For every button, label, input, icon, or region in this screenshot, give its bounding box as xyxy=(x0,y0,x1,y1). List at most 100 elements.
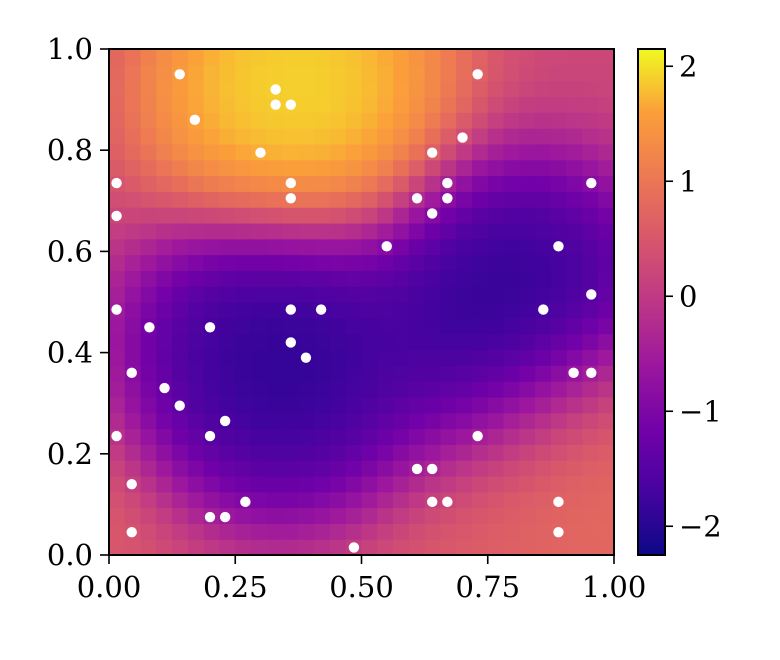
colorbar-frame xyxy=(637,48,666,556)
heatmap-cell xyxy=(235,222,252,240)
heatmap-cell xyxy=(345,112,363,129)
heatmap-cell xyxy=(440,64,457,82)
heatmap-cell xyxy=(471,539,489,555)
heatmap-cell xyxy=(471,80,489,98)
heatmap-cell xyxy=(582,539,599,555)
heatmap-cell xyxy=(156,460,173,477)
heatmap-cell xyxy=(329,254,347,271)
heatmap-cell xyxy=(424,539,442,555)
heatmap-cell xyxy=(329,365,347,382)
heatmap-cell xyxy=(566,207,584,224)
heatmap-cell xyxy=(598,412,614,430)
heatmap-cell xyxy=(235,475,252,493)
heatmap-cell xyxy=(266,238,284,256)
heatmap-cell xyxy=(172,365,189,382)
heatmap-cell xyxy=(219,523,236,540)
heatmap-cell xyxy=(424,222,442,240)
heatmap-cell xyxy=(219,80,236,98)
scatter-point xyxy=(348,542,360,553)
heatmap-cell xyxy=(393,412,410,430)
heatmap-cell xyxy=(471,349,489,366)
heatmap-cell xyxy=(345,238,363,256)
heatmap-cell xyxy=(519,317,536,335)
heatmap-cell xyxy=(235,317,252,335)
heatmap-cell xyxy=(156,539,173,555)
heatmap-cell xyxy=(535,491,552,509)
heatmap-cell xyxy=(219,191,236,208)
heatmap-cell xyxy=(219,428,236,445)
heatmap-cell xyxy=(393,270,410,287)
heatmap-cell xyxy=(345,507,363,524)
heatmap-cell xyxy=(345,64,363,82)
heatmap-cell xyxy=(408,112,426,129)
heatmap-cell xyxy=(393,381,410,398)
heatmap-cell xyxy=(471,302,489,319)
heatmap-cell xyxy=(393,207,410,224)
heatmap-cell xyxy=(235,444,252,461)
heatmap-cell xyxy=(266,444,284,461)
heatmap-cell xyxy=(361,412,378,430)
heatmap-cell xyxy=(251,539,268,555)
heatmap-cell xyxy=(219,333,236,351)
heatmap-cell xyxy=(172,191,189,208)
heatmap-cell xyxy=(329,112,347,129)
heatmap-cell xyxy=(487,80,505,98)
heatmap-cell xyxy=(393,64,410,82)
heatmap-cell xyxy=(219,286,236,303)
heatmap-cell xyxy=(156,317,173,335)
heatmap-cell xyxy=(440,523,457,540)
heatmap-cell xyxy=(251,444,268,461)
heatmap-cell xyxy=(187,333,205,351)
y-tick-label: 0.6 xyxy=(47,234,93,268)
heatmap-cell xyxy=(377,412,394,430)
heatmap-cell xyxy=(566,475,584,493)
heatmap-cell xyxy=(424,191,442,208)
heatmap-cell xyxy=(550,49,568,66)
heatmap-cell xyxy=(408,475,426,493)
heatmap-cell xyxy=(440,128,457,145)
scatter-point xyxy=(189,114,201,126)
heatmap-cell xyxy=(361,491,378,509)
heatmap-cell xyxy=(361,396,378,414)
heatmap-cell xyxy=(203,349,221,366)
heatmap-cell xyxy=(598,491,614,509)
heatmap-cell xyxy=(440,396,457,414)
heatmap-cell xyxy=(124,507,142,524)
x-tick-label: 0.25 xyxy=(203,570,268,604)
heatmap-cell xyxy=(519,49,536,66)
heatmap-cell xyxy=(156,64,173,82)
heatmap-cell xyxy=(582,238,599,256)
heatmap-cell xyxy=(187,365,205,382)
heatmap-cell xyxy=(550,317,568,335)
heatmap-cell xyxy=(566,128,584,145)
heatmap-cell xyxy=(314,238,331,256)
heatmap-cell xyxy=(550,396,568,414)
heatmap-cell xyxy=(235,80,252,98)
heatmap-cell xyxy=(282,64,299,82)
heatmap-cell xyxy=(424,444,442,461)
heatmap-cell xyxy=(566,317,584,335)
heatmap-cell xyxy=(503,254,520,271)
heatmap-cell xyxy=(298,286,315,303)
heatmap-cell xyxy=(361,428,378,445)
heatmap-cell xyxy=(487,475,505,493)
heatmap-cell xyxy=(124,317,142,335)
heatmap-cell xyxy=(456,317,473,335)
heatmap-cell xyxy=(535,270,552,287)
scatter-point xyxy=(111,177,122,189)
heatmap-cell xyxy=(109,381,126,398)
heatmap-cell xyxy=(487,159,505,177)
heatmap-cell xyxy=(598,444,614,461)
heatmap-cell xyxy=(329,270,347,287)
heatmap-cell xyxy=(487,64,505,82)
heatmap-cell xyxy=(219,96,236,113)
heatmap-cell xyxy=(235,286,252,303)
heatmap-cell xyxy=(408,349,426,366)
heatmap-cell xyxy=(266,460,284,477)
heatmap-cell xyxy=(235,143,252,161)
heatmap-cell xyxy=(345,491,363,509)
y-tick-label: 0.2 xyxy=(47,437,93,471)
heatmap-cell xyxy=(471,112,489,129)
heatmap-cell xyxy=(377,349,394,366)
heatmap-cell xyxy=(266,270,284,287)
